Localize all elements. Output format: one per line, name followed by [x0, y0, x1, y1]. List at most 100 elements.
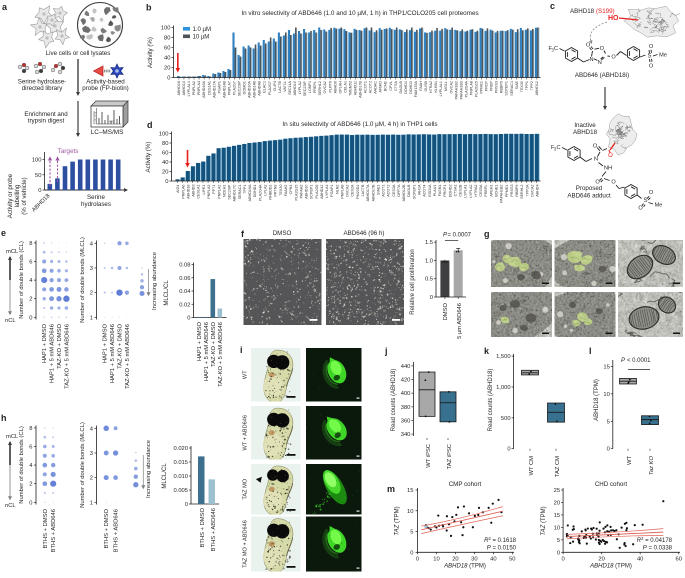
svg-text:PNPLA2: PNPLA2 — [192, 81, 196, 95]
svg-text:Live cells or cell lysates: Live cells or cell lysates — [46, 50, 111, 57]
svg-text:80: 80 — [164, 36, 170, 42]
svg-text:ACOT2: ACOT2 — [387, 185, 391, 197]
svg-text:ABHD3: ABHD3 — [192, 185, 196, 197]
svg-text:HAP1 + DMSO: HAP1 + DMSO — [197, 322, 203, 362]
svg-text:WT CM: WT CM — [529, 456, 535, 476]
svg-text:0.015: 0.015 — [173, 460, 188, 466]
svg-text:IAH1A: IAH1A — [417, 184, 421, 195]
svg-text:< 0.0001: < 0.0001 — [627, 358, 651, 364]
svg-text:NH: NH — [604, 166, 612, 172]
svg-text:Me: Me — [659, 53, 667, 59]
svg-text:PLA2G4A: PLA2G4A — [258, 184, 262, 201]
svg-text:Increasing abundance: Increasing abundance — [146, 439, 152, 498]
svg-text:DDHD1: DDHD1 — [253, 185, 257, 198]
svg-text:15: 15 — [603, 364, 609, 370]
svg-text:DAGLB: DAGLB — [407, 184, 411, 197]
svg-text:LC–MS/MS: LC–MS/MS — [91, 129, 124, 136]
svg-text:TEX30: TEX30 — [520, 81, 524, 92]
svg-text:APEH1: APEH1 — [489, 185, 493, 197]
svg-text:trypsin digest: trypsin digest — [28, 118, 65, 125]
svg-text:TAZ-KO + 5 mM ABD646: TAZ-KO + 5 mM ABD646 — [125, 324, 131, 389]
svg-text:PREP: PREP — [490, 80, 494, 91]
svg-text:20: 20 — [162, 170, 168, 176]
svg-text:SERHL2: SERHL2 — [520, 185, 524, 199]
svg-text:LYPLAL1: LYPLAL1 — [187, 81, 191, 96]
svg-text:420: 420 — [401, 378, 411, 384]
svg-text:PGAP1: PGAP1 — [330, 185, 334, 197]
svg-text:ABHD17A: ABHD17A — [212, 80, 216, 97]
svg-text:PPME1: PPME1 — [480, 81, 484, 94]
svg-text:Activity (%): Activity (%) — [145, 142, 152, 173]
svg-text:ABHD18: ABHD18 — [186, 185, 190, 199]
svg-text:N: N — [589, 57, 593, 63]
svg-text:R2 = 0.1618: R2 = 0.1618 — [484, 536, 517, 544]
svg-text:NCEH1: NCEH1 — [222, 185, 226, 198]
svg-text:1.0: 1.0 — [425, 258, 433, 264]
svg-text:HAP1 + 5 mM ABD646: HAP1 + 5 mM ABD646 — [110, 324, 116, 383]
svg-text:SEC23IP: SEC23IP — [238, 80, 242, 96]
svg-text:HO: HO — [608, 15, 619, 22]
svg-text:0: 0 — [507, 447, 510, 453]
svg-text:ABHD11: ABHD11 — [353, 81, 357, 95]
svg-text:SEC23IP: SEC23IP — [303, 80, 307, 96]
svg-text:F: F — [549, 46, 553, 52]
svg-text:Inactive: Inactive — [574, 122, 596, 129]
svg-text:Number of double bonds (MLCL): Number of double bonds (MLCL) — [80, 237, 86, 323]
svg-text:N: N — [594, 157, 598, 163]
svg-text:30: 30 — [471, 556, 477, 562]
svg-text:h: h — [1, 413, 7, 423]
svg-text:ABD646 adduct: ABD646 adduct — [567, 193, 611, 200]
svg-text:DAGLB: DAGLB — [399, 80, 403, 93]
svg-text:P = 0.0150: P = 0.0150 — [487, 546, 517, 552]
svg-text:ABHD18: ABHD18 — [570, 8, 595, 15]
svg-text:BTHS + ABD646: BTHS + ABD646 — [51, 509, 57, 552]
svg-text:CMP cohort: CMP cohort — [449, 481, 482, 488]
svg-text:BTHS + ABD646: BTHS + ABD646 — [114, 509, 120, 552]
svg-text:ESD1A: ESD1A — [428, 184, 432, 197]
svg-text:a: a — [2, 2, 8, 12]
svg-text:R2 = 0.04178: R2 = 0.04178 — [637, 536, 673, 544]
svg-text:ABHD16A: ABHD16A — [248, 80, 252, 97]
svg-text:440: 440 — [401, 364, 411, 370]
svg-text:40: 40 — [637, 556, 643, 562]
svg-text:BTHS + DMSO: BTHS + DMSO — [43, 509, 49, 549]
svg-text:0.020: 0.020 — [173, 446, 188, 452]
svg-text:PLA2G7: PLA2G7 — [232, 81, 236, 95]
svg-text:CELA1: CELA1 — [343, 81, 347, 93]
svg-text:HAP1 + DMSO: HAP1 + DMSO — [42, 324, 48, 364]
svg-text:BTHS + DMSO: BTHS + DMSO — [104, 509, 110, 549]
svg-text:4: 4 — [29, 278, 33, 284]
svg-text:ABHD17A: ABHD17A — [366, 184, 370, 201]
svg-text:WT iPSC: WT iPSC — [426, 444, 432, 468]
svg-text:CES3A: CES3A — [392, 184, 396, 197]
svg-text:O: O — [649, 190, 654, 196]
svg-text:WT + ABD646: WT + ABD646 — [243, 415, 249, 451]
svg-text:In vitro selectivity of ABD646: In vitro selectivity of ABD646 (1.0 and … — [241, 10, 478, 17]
svg-text:ABHD6: ABHD6 — [333, 81, 337, 93]
svg-text:ABHD10: ABHD10 — [305, 185, 309, 199]
svg-text:SCPEP1: SCPEP1 — [412, 185, 416, 200]
svg-text:380: 380 — [401, 405, 411, 411]
svg-text:40: 40 — [162, 160, 168, 166]
svg-text:5: 5 — [557, 538, 560, 544]
svg-text:LYPLA2: LYPLA2 — [469, 185, 473, 198]
svg-text:ABHD18: ABHD18 — [573, 129, 598, 136]
svg-text:Relative cell proliferation: Relative cell proliferation — [410, 249, 416, 314]
svg-text:ABD646 (ABHD18i): ABD646 (ABHD18i) — [575, 72, 629, 79]
svg-text:TAZ-KO + 5 mM ABD646: TAZ-KO + 5 mM ABD646 — [64, 324, 70, 389]
svg-text:FAAH: FAAH — [419, 81, 423, 91]
svg-text:O: O — [593, 144, 598, 150]
svg-text:HAP1 + 5 mM ABD646: HAP1 + 5 mM ABD646 — [204, 322, 210, 381]
svg-text:Proposed: Proposed — [576, 185, 603, 192]
svg-text:O: O — [611, 180, 616, 186]
svg-text:5 µm ABD646: 5 µm ABD646 — [457, 303, 463, 339]
svg-text:DMSO: DMSO — [273, 230, 292, 237]
svg-text:ABHD12: ABHD12 — [320, 185, 324, 199]
svg-text:PLA2G15: PLA2G15 — [294, 185, 298, 201]
svg-text:(% of vehicle): (% of vehicle) — [21, 177, 28, 214]
svg-text:0: 0 — [165, 179, 168, 185]
svg-text:probe (FP-biotin): probe (FP-biotin) — [82, 85, 128, 92]
svg-text:ABHD16A: ABHD16A — [248, 184, 252, 201]
svg-text:PLAU1: PLAU1 — [433, 185, 437, 197]
svg-text:4: 4 — [90, 426, 94, 432]
